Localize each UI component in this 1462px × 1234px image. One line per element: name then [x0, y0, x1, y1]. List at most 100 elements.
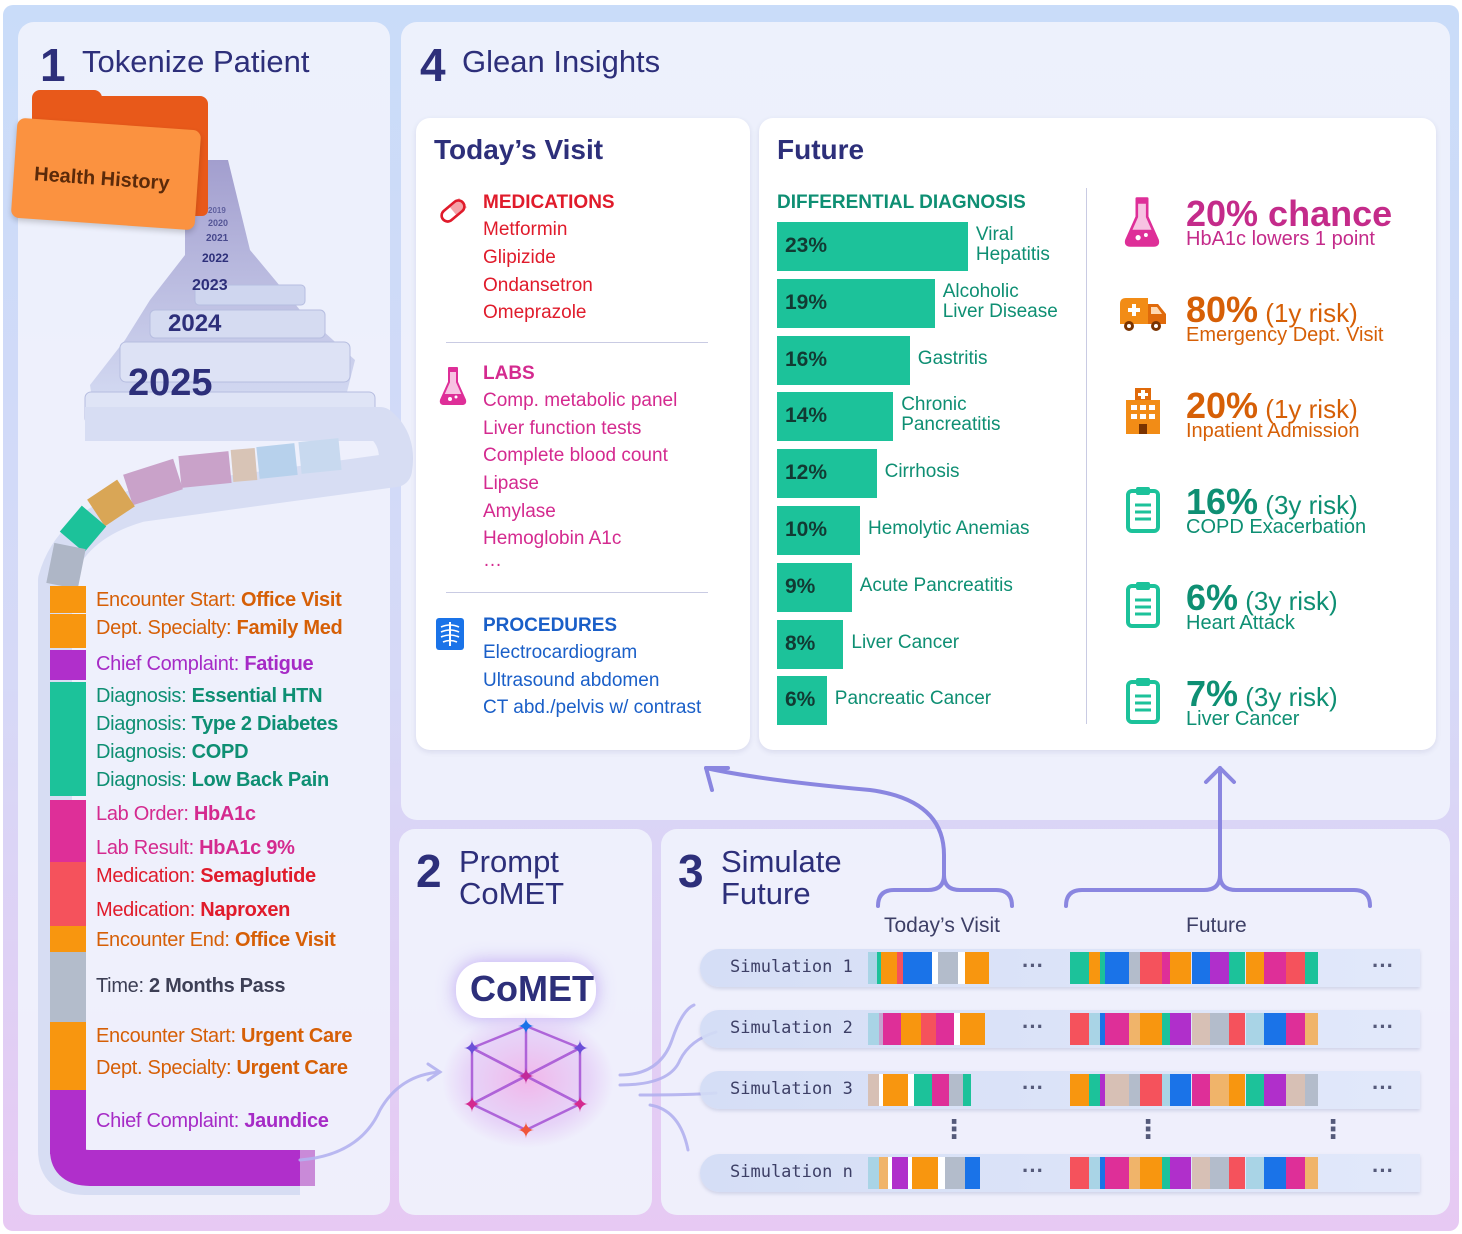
simulated-token: [1099, 952, 1106, 984]
simulated-token: [1286, 1013, 1305, 1045]
simulated-token: [1129, 1157, 1141, 1189]
simulated-token: [901, 1013, 921, 1045]
diagnosis-bar-label: Cirrhosis: [884, 461, 960, 483]
insight-horizon: (1y risk): [1258, 394, 1358, 424]
event-token-value: 2 Months Pass: [149, 975, 286, 997]
step-3-title-line1: Simulate: [721, 844, 842, 879]
token-ellipsis: ···: [1022, 1158, 1044, 1183]
diagnosis-bar-label: Chronic Pancreatitis: [901, 394, 1001, 436]
event-token-swatch: [50, 834, 86, 862]
procedure-item: Electrocardiogram: [483, 642, 638, 663]
simulated-token: [1169, 1157, 1192, 1189]
clipboard-icon: [1126, 678, 1160, 724]
event-token-text: Diagnosis: Essential HTN: [96, 685, 323, 708]
event-token-label: Medication:: [96, 865, 201, 887]
event-token-value: Naproxen: [200, 899, 291, 921]
insight-percent: 16%: [1186, 481, 1259, 522]
simulated-token: [1140, 1157, 1162, 1189]
simulated-token: [1264, 1157, 1286, 1189]
event-token-label: Dept. Specialty:: [96, 617, 237, 639]
simulated-token: [1169, 1074, 1192, 1106]
simulated-token: [1264, 1074, 1286, 1106]
token-ellipsis: ···: [1022, 1014, 1044, 1039]
health-history-folder-icon: Health History: [8, 90, 208, 231]
token-ellipsis: ···: [1372, 1158, 1394, 1183]
simulated-token: [1088, 1074, 1100, 1106]
event-token-swatch: [50, 862, 86, 896]
simulated-token: [868, 1013, 879, 1045]
simulated-token: [887, 1157, 893, 1189]
event-token-value: HbA1c: [193, 803, 256, 825]
insight-horizon: (3y risk): [1258, 490, 1358, 520]
lab-item: Amylase: [483, 501, 556, 522]
flask-icon: [1124, 197, 1160, 247]
event-token-text: Chief Complaint: Jaundice: [96, 1110, 329, 1133]
simulated-token: [1245, 1074, 1265, 1106]
future-title: Future: [777, 134, 865, 165]
event-token-swatch: [50, 800, 86, 834]
simulated-token: [1229, 952, 1246, 984]
simulated-token: [1070, 1074, 1089, 1106]
diagnosis-bar: [777, 392, 894, 442]
event-token-label: Chief Complaint:: [96, 653, 245, 675]
vertical-ellipsis: ⋮: [1135, 1116, 1161, 1141]
event-token-value: Jaundice: [244, 1110, 329, 1132]
simulated-token: [1105, 952, 1130, 984]
event-token-swatch: [50, 586, 86, 613]
simulated-token: [1191, 1013, 1211, 1045]
event-token-text: Chief Complaint: Fatigue: [96, 653, 314, 676]
simulation-row: Simulation 3 ··· ···: [700, 1071, 1420, 1109]
simulated-token: [907, 1074, 915, 1106]
insight-label: COPD Exacerbation: [1186, 516, 1367, 538]
event-token-text: Encounter Start: Urgent Care: [96, 1025, 352, 1048]
simulated-token: [1070, 1013, 1089, 1045]
diagnosis-bar-value: 14%: [785, 404, 828, 428]
event-token-value: Urgent Care: [236, 1057, 348, 1079]
simulated-token: [1210, 952, 1230, 984]
event-token-text: Lab Order: HbA1c: [96, 803, 256, 826]
event-token-value: Semaglutide: [200, 865, 316, 887]
medication-item: Ondansetron: [483, 275, 593, 296]
simulated-token: [945, 1157, 965, 1189]
labs-heading: LABS: [483, 363, 535, 384]
simulated-token: [1264, 1013, 1286, 1045]
simulated-token: [1140, 1013, 1162, 1045]
insight-horizon: (3y risk): [1238, 586, 1338, 616]
event-token-text: Medication: Semaglutide: [96, 865, 316, 888]
step-2-number: 2: [416, 845, 442, 897]
event-token-swatch: [50, 1048, 86, 1090]
simulated-token: [1099, 1074, 1106, 1106]
event-token-label: Time:: [96, 975, 150, 997]
event-token-swatch: [50, 738, 86, 766]
simulated-token: [876, 952, 882, 984]
diagnosis-bar-label: Acute Pancreatitis: [859, 574, 1013, 596]
future-divider: [1086, 188, 1087, 724]
simulated-token: [1105, 1013, 1130, 1045]
lab-more: …: [483, 550, 502, 571]
event-token-label: Diagnosis:: [96, 713, 192, 735]
simulated-token: [958, 952, 965, 984]
medication-item: Omeprazole: [483, 302, 587, 323]
simulated-token: [964, 952, 989, 984]
step-4-number: 4: [420, 39, 446, 91]
diagnosis-bar-value: 10%: [785, 518, 828, 541]
simulated-token: [868, 952, 877, 984]
diagnosis-bar: [777, 449, 877, 499]
simulated-token: [1140, 1074, 1162, 1106]
step-4-title: Glean Insights: [462, 44, 661, 79]
simulated-token: [1304, 1013, 1319, 1045]
simulated-token: [1191, 952, 1211, 984]
event-token-label: Dept. Specialty:: [96, 1057, 237, 1079]
step-2-title-line2: CoMET: [459, 876, 565, 911]
diagnosis-bar-value: 8%: [785, 631, 816, 655]
simulated-token: [949, 1074, 963, 1106]
insight-percent: 80%: [1186, 289, 1259, 330]
event-token-text: Dept. Specialty: Urgent Care: [96, 1057, 348, 1080]
insight-label: Heart Attack: [1186, 612, 1295, 634]
year-2019: 2019: [208, 206, 226, 215]
step-1-title: Tokenize Patient: [82, 44, 310, 79]
event-token-swatch: [50, 710, 86, 738]
token-ellipsis: ···: [1022, 953, 1044, 978]
diagnosis-bar-label: Alcoholic Liver Disease: [942, 280, 1058, 322]
